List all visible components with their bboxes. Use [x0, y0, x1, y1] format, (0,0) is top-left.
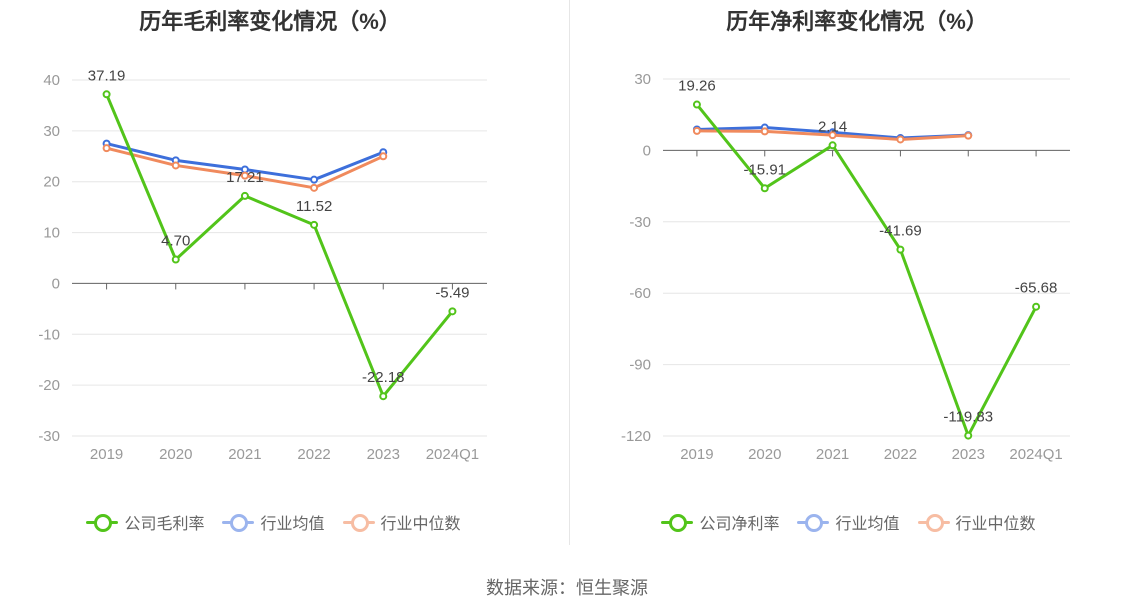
- data-point: [310, 175, 319, 184]
- y-tick-label: 0: [52, 275, 60, 292]
- legend-marker-icon: [917, 512, 950, 532]
- data-point: [102, 144, 111, 153]
- net-margin-plot: 30 0 -30 -60 -90 -120 2019 2020 2021 2022 2023 2024…: [621, 71, 1070, 463]
- legend-marker-icon: [797, 512, 830, 532]
- x-tick-label: 2019: [680, 446, 713, 463]
- data-label: -22.18: [362, 369, 405, 386]
- data-label: 37.19: [88, 67, 126, 84]
- data-point: [692, 126, 701, 135]
- y-tick-label: -120: [621, 428, 651, 445]
- x-tick-label: 2023: [367, 446, 400, 463]
- data-point: [102, 90, 111, 99]
- y-tick-label: -90: [629, 357, 651, 374]
- y-tick-label: -60: [629, 285, 651, 302]
- y-tick-label: 30: [43, 123, 60, 140]
- legend-marker-icon: [86, 512, 119, 532]
- y-tick-label: 10: [43, 225, 60, 242]
- data-point: [240, 191, 249, 200]
- legend-label: 行业中位数: [380, 516, 461, 533]
- y-tick-label: 30: [634, 71, 651, 88]
- data-point: [964, 131, 973, 140]
- legend-marker-icon: [222, 512, 255, 532]
- data-point: [964, 431, 973, 440]
- data-source: 数据来源：恒生聚源: [486, 578, 648, 598]
- y-tick-label: 40: [43, 72, 60, 89]
- x-tick-label: 2021: [228, 446, 261, 463]
- legend-label: 公司净利率: [699, 516, 780, 533]
- data-label: 2.14: [818, 118, 847, 135]
- x-tick-label: 2020: [748, 446, 781, 463]
- series-line: [105, 93, 454, 398]
- series-line: [695, 103, 1038, 438]
- legend: 公司净利率 行业均值 行业中位数: [565, 510, 1132, 534]
- y-tick-label: -30: [629, 214, 651, 231]
- data-point: [760, 127, 769, 136]
- legend-label: 行业中位数: [955, 516, 1036, 533]
- panel-divider: [569, 0, 570, 545]
- data-label: 4.70: [161, 233, 190, 250]
- data-label: -65.68: [1015, 280, 1058, 297]
- data-point: [171, 255, 180, 264]
- data-point: [692, 100, 701, 109]
- data-label: 11.52: [296, 198, 332, 215]
- x-tick-label: 2021: [816, 446, 849, 463]
- y-tick-label: 0: [643, 142, 651, 159]
- y-tick-label: -10: [38, 326, 60, 343]
- data-point: [1032, 302, 1041, 311]
- legend: 公司毛利率 行业均值 行业中位数: [0, 510, 557, 534]
- x-tick-label: 2023: [952, 446, 985, 463]
- data-point: [760, 184, 769, 193]
- legend-label: 行业均值: [260, 516, 325, 533]
- data-label: -15.91: [743, 161, 786, 178]
- data-point: [171, 161, 180, 170]
- data-label: -5.49: [435, 284, 469, 301]
- x-tick-label: 2022: [297, 446, 330, 463]
- chart-title: 历年净利率变化情况（%）: [726, 9, 988, 34]
- legend-item-industry-median[interactable]: 行业中位数: [342, 510, 461, 534]
- y-tick-label: 20: [43, 174, 60, 191]
- x-tick-label: 2019: [90, 446, 123, 463]
- gross-margin-plot: 40 30 20 10 0 -10 -20 -30 2019 2020 2021 2022 2023 20…: [38, 67, 487, 463]
- data-point: [240, 171, 249, 180]
- legend-marker-icon: [342, 512, 375, 532]
- x-tick-label: 2024Q1: [1009, 446, 1062, 463]
- legend-marker-icon: [661, 512, 694, 532]
- legend-label: 公司毛利率: [124, 516, 205, 533]
- legend-item-industry-avg[interactable]: 行业均值: [797, 510, 900, 534]
- data-label: -119.83: [943, 409, 993, 426]
- data-label: -41.69: [879, 223, 922, 240]
- legend-label: 行业均值: [835, 516, 900, 533]
- x-tick-label: 2024Q1: [426, 446, 479, 463]
- legend-item-company[interactable]: 公司净利率: [661, 510, 779, 534]
- data-point: [828, 141, 837, 150]
- y-tick-label: -20: [38, 377, 60, 394]
- data-point: [896, 245, 905, 254]
- data-label: 19.26: [678, 78, 716, 95]
- data-label: 17.21: [226, 169, 264, 186]
- y-tick-label: -30: [38, 428, 60, 445]
- legend-item-company[interactable]: 公司毛利率: [86, 510, 204, 534]
- legend-item-industry-avg[interactable]: 行业均值: [222, 510, 325, 534]
- net-margin-chart: 历年净利率变化情况（%） 30 0 -30 -60 -90 -120 2019 2020 202…: [567, 0, 1134, 560]
- data-point: [379, 392, 388, 401]
- data-point: [310, 183, 319, 192]
- x-tick-label: 2022: [884, 446, 917, 463]
- chart-title: 历年毛利率变化情况（%）: [139, 9, 401, 34]
- data-point: [896, 135, 905, 144]
- data-point: [379, 152, 388, 161]
- data-point: [310, 220, 319, 229]
- gross-margin-chart: 历年毛利率变化情况（%） 40 30 20 10 0 -10 -20 -30 2019 2020 2…: [0, 0, 567, 560]
- data-point: [828, 131, 837, 140]
- data-point: [448, 307, 457, 316]
- x-tick-label: 2020: [159, 446, 192, 463]
- legend-item-industry-median[interactable]: 行业中位数: [917, 510, 1036, 534]
